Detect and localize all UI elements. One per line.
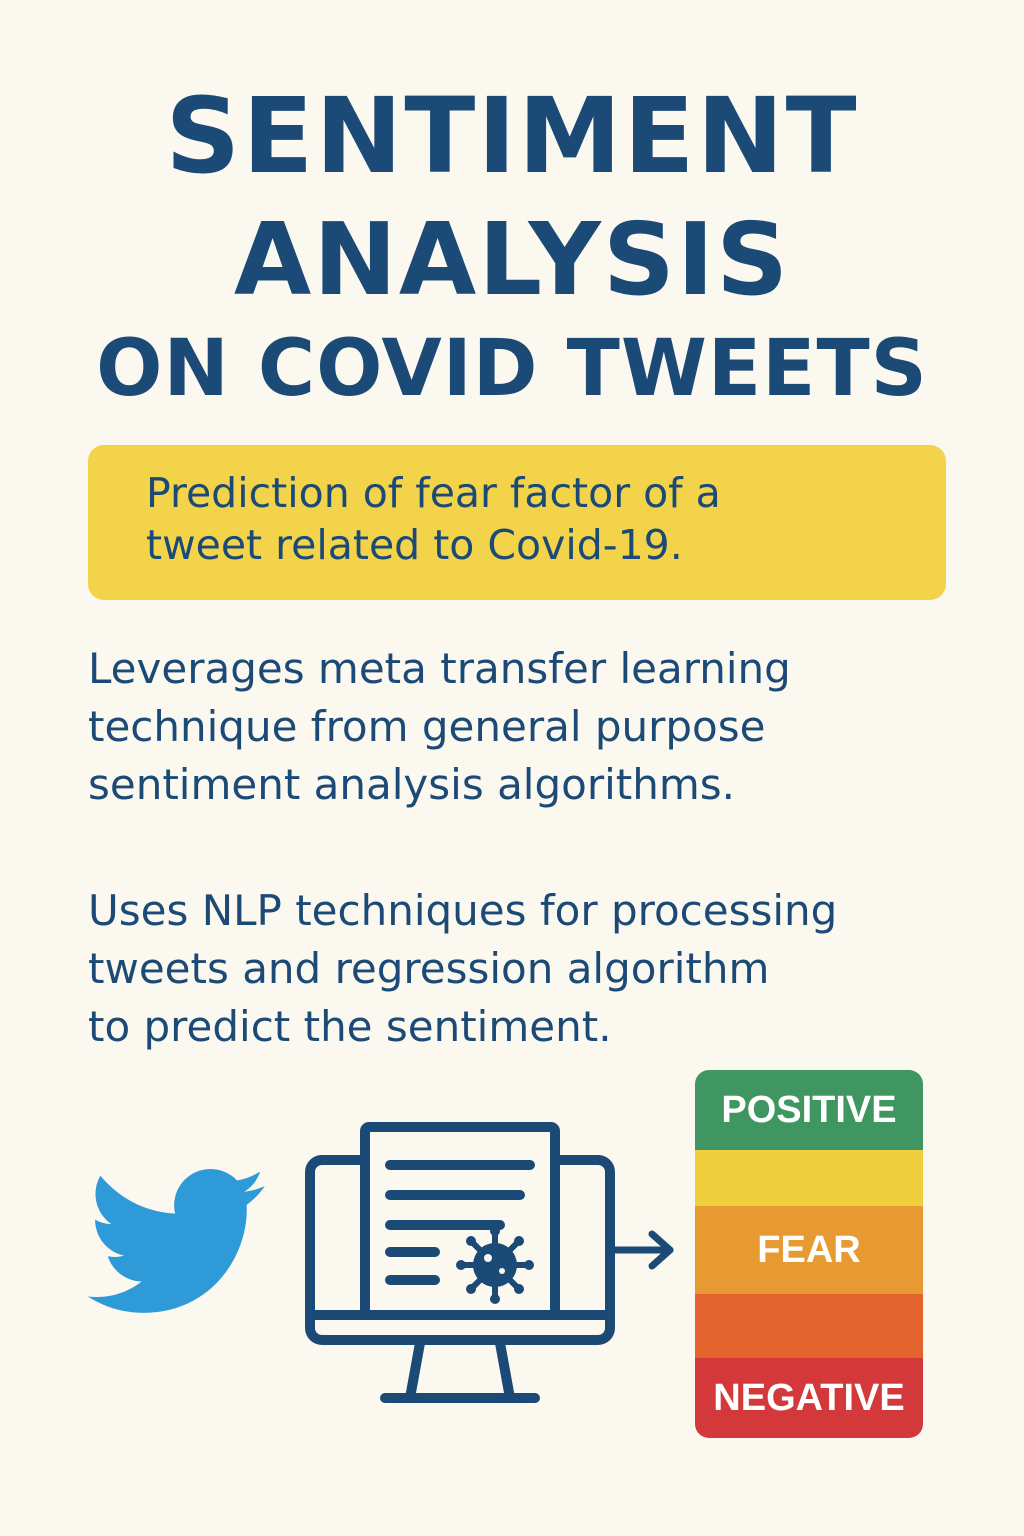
paragraph-nlp: Uses NLP techniques for processing tweet… xyxy=(88,882,968,1056)
positive-label: POSITIVE xyxy=(721,1088,897,1131)
paragraph-line: sentiment analysis algorithms. xyxy=(88,760,736,809)
negative-label: NEGATIVE xyxy=(713,1376,905,1419)
title-line-1: SENTIMENT xyxy=(165,75,859,197)
sentiment-scale: POSITIVE FEAR NEGATIVE xyxy=(695,1070,923,1438)
twitter-bird-icon xyxy=(88,1169,265,1313)
fear-label: FEAR xyxy=(757,1228,861,1271)
paragraph-line: technique from general purpose xyxy=(88,702,766,751)
highlight-line-1: Prediction of fear factor of a xyxy=(146,469,721,517)
scale-band-fear: FEAR xyxy=(695,1206,923,1294)
scale-band-negative: NEGATIVE xyxy=(695,1358,923,1438)
paragraph-line: Uses NLP techniques for processing xyxy=(88,886,838,935)
arrow-right-icon xyxy=(608,1230,674,1270)
monitor-document-virus-icon xyxy=(305,1122,615,1403)
scale-band-yellow xyxy=(695,1150,923,1206)
title-line-3: ON COVID TWEETS xyxy=(96,324,928,414)
paragraph-line: to predict the sentiment. xyxy=(88,1002,612,1051)
highlight-line-2: tweet related to Covid-19. xyxy=(146,521,683,569)
scale-band-positive: POSITIVE xyxy=(695,1070,923,1150)
paragraph-line: tweets and regression algorithm xyxy=(88,944,770,993)
highlight-box: Prediction of fear factor of a tweet rel… xyxy=(88,445,946,600)
paragraph-line: Leverages meta transfer learning xyxy=(88,644,791,693)
title-line-2: ANALYSIS xyxy=(233,201,791,318)
paragraph-meta-transfer: Leverages meta transfer learning techniq… xyxy=(88,640,968,814)
scale-band-orange-red xyxy=(695,1294,923,1358)
